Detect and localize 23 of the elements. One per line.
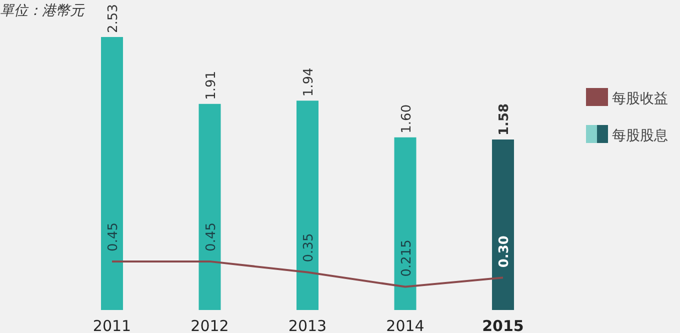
- x-tick-label: 2012: [190, 317, 229, 333]
- data-label: 2.53: [106, 4, 121, 33]
- data-label: 0.45: [204, 222, 219, 252]
- data-label: 1.91: [204, 70, 219, 100]
- data-label: 0.45: [106, 222, 121, 252]
- y-axis-title: 單位：港幣元: [0, 3, 85, 19]
- x-tick-label: 2015: [482, 317, 524, 333]
- bar: [492, 140, 514, 310]
- data-label: 0.215: [399, 240, 414, 277]
- x-tick-label: 2014: [386, 317, 424, 333]
- bar: [198, 104, 221, 310]
- x-tick-label: 2011: [92, 317, 132, 333]
- x-tick-label: 2013: [288, 317, 327, 333]
- data-label: 1.60: [399, 104, 414, 134]
- data-label: 0.30: [497, 236, 512, 268]
- bar: [101, 37, 123, 310]
- data-label: 1.58: [497, 103, 512, 136]
- bar: [296, 100, 318, 310]
- legend-label: 每股收益: [612, 91, 668, 107]
- legend-label: 每股股息: [612, 128, 668, 144]
- bar: [394, 137, 416, 310]
- data-label: 0.35: [302, 233, 316, 262]
- data-label: 1.94: [302, 68, 316, 97]
